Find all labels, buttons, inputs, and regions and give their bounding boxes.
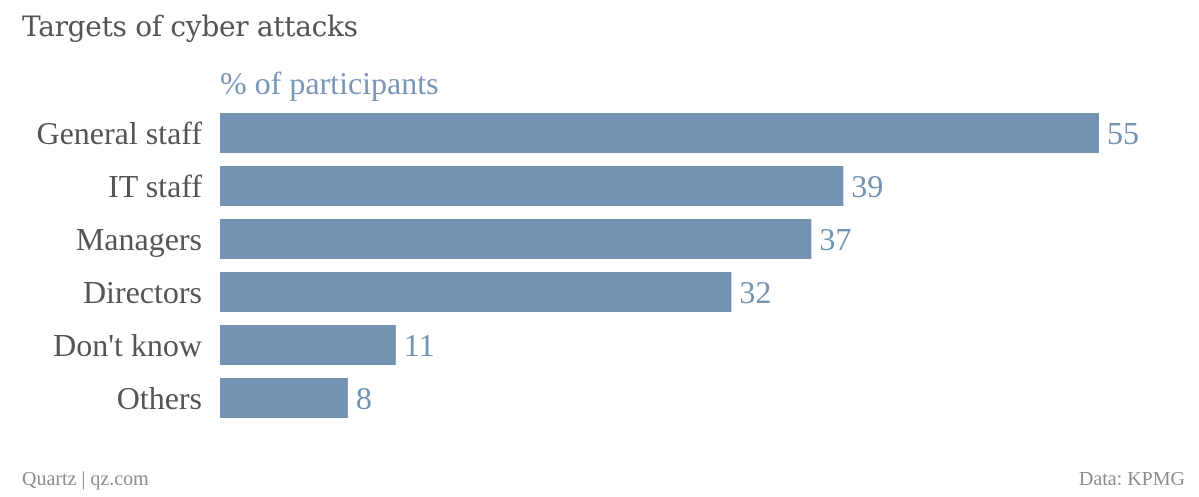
bar-2 xyxy=(220,219,812,259)
category-label-0: General staff xyxy=(36,115,202,151)
footer-source-left: Quartz | qz.com xyxy=(22,468,149,490)
category-label-1: IT staff xyxy=(108,168,202,204)
bar-5 xyxy=(220,378,348,418)
value-label-5: 8 xyxy=(356,380,372,416)
bar-3 xyxy=(220,272,732,312)
bars-group: General staff 55 IT staff 39 Managers 37 Direc… xyxy=(36,113,1139,418)
footer-source-right: Data: KPMG xyxy=(1078,468,1185,490)
category-label-4: Don't know xyxy=(53,327,202,363)
value-axis-label: % of participants xyxy=(220,65,439,101)
bar-0 xyxy=(220,113,1099,153)
value-label-2: 37 xyxy=(819,221,851,257)
value-label-1: 39 xyxy=(851,168,883,204)
category-label-3: Directors xyxy=(83,274,202,310)
value-label-3: 32 xyxy=(739,274,771,310)
value-label-0: 55 xyxy=(1107,115,1139,151)
bar-4 xyxy=(220,325,396,365)
chart-title: Targets of cyber attacks xyxy=(22,10,358,43)
category-label-2: Managers xyxy=(76,221,202,257)
value-label-4: 11 xyxy=(404,327,435,363)
bar-1 xyxy=(220,166,844,206)
category-label-5: Others xyxy=(117,380,202,416)
